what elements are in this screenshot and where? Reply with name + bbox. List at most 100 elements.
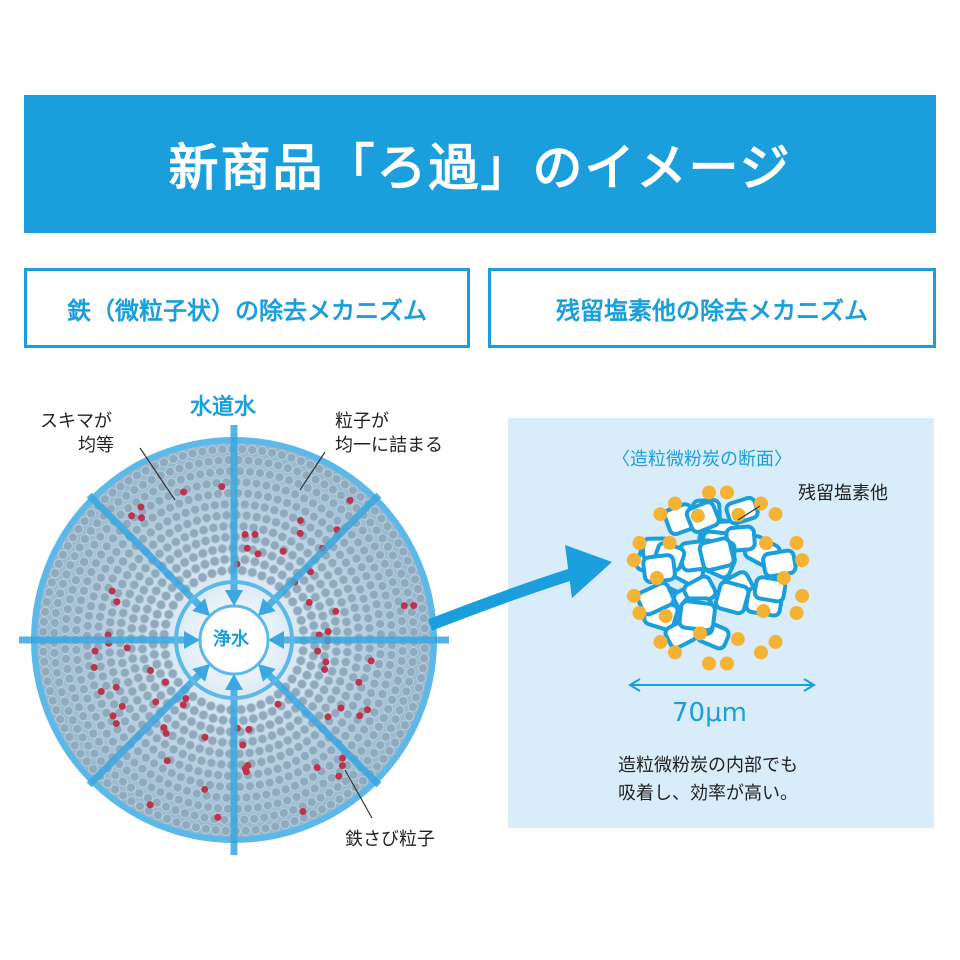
filter-particle [288, 804, 299, 816]
filter-particle [134, 571, 145, 582]
chlorine-particle [758, 536, 773, 551]
filter-particle [375, 618, 386, 630]
filter-particle [148, 486, 159, 497]
filter-particle [270, 821, 281, 832]
filter-particle [126, 795, 137, 807]
filter-particle [310, 474, 321, 485]
filter-particle [194, 777, 206, 789]
filter-particle [273, 689, 284, 700]
filter-particle [180, 507, 191, 518]
filter-particle [295, 556, 306, 567]
filter-particle [127, 686, 138, 697]
filter-particle [243, 455, 254, 466]
filter-particle [259, 559, 270, 571]
filter-particle [352, 691, 363, 702]
filter-particle [73, 524, 84, 535]
filter-particle [85, 600, 97, 612]
carbon-piece [697, 536, 736, 573]
chlorine-particle [795, 588, 810, 603]
filter-particle [237, 444, 248, 455]
filter-particle [166, 582, 178, 593]
filter-particle [174, 759, 185, 770]
filter-particle [310, 592, 321, 603]
filter-particle [95, 756, 107, 767]
filter-particle [246, 702, 257, 713]
rust-particle [160, 724, 168, 732]
rust-particle [179, 701, 187, 709]
filter-particle [44, 685, 56, 697]
filter-particle [107, 736, 119, 747]
filter-particle [264, 777, 275, 788]
filter-particle [406, 564, 417, 576]
filter-particle [210, 533, 221, 544]
filter-particle [387, 550, 399, 561]
filter-particle [353, 642, 364, 653]
filter-particle [64, 594, 76, 605]
filter-particle [282, 463, 293, 474]
filter-particle [259, 812, 270, 823]
filter-particle [104, 647, 115, 658]
filter-particle [329, 656, 340, 667]
filter-particle [42, 676, 53, 687]
filter-particle [348, 672, 359, 683]
filter-particle [129, 579, 140, 591]
filter-particle [64, 673, 75, 684]
filter-particle [49, 617, 60, 628]
filter-particle [385, 723, 397, 734]
filter-particle [160, 649, 171, 660]
filter-particle [364, 623, 375, 634]
filter-particle [72, 654, 83, 666]
filter-particle [142, 793, 154, 804]
filter-particle [314, 710, 325, 721]
filter-particle [243, 488, 254, 499]
rust-particle [118, 702, 126, 710]
filter-particle [311, 487, 322, 498]
filter-particle [151, 585, 162, 596]
filter-particle [160, 801, 172, 812]
rust-pointer [344, 769, 373, 819]
filter-particle [355, 491, 366, 503]
filter-particle [83, 610, 95, 621]
filter-particle [188, 552, 199, 563]
filter-particle [365, 580, 376, 591]
filter-particle [113, 496, 124, 508]
filter-particle [356, 745, 367, 757]
chlorine-particle [653, 507, 668, 522]
filter-particle [95, 720, 107, 731]
arrow-tip [258, 598, 276, 616]
filter-particle [332, 782, 343, 793]
filter-particle [389, 737, 401, 748]
filter-particle [175, 771, 187, 783]
filter-particle [344, 681, 356, 692]
arrow-tip [184, 631, 200, 649]
filter-particle [117, 657, 128, 669]
filter-particle [85, 525, 96, 536]
filter-particle [185, 775, 196, 786]
filter-particle [324, 760, 335, 771]
filter-particle [52, 598, 63, 609]
filter-particle [125, 782, 137, 793]
filter-particle [221, 792, 232, 803]
filter-particle [380, 731, 391, 742]
filter-particle [61, 613, 72, 625]
filter-particle [396, 655, 407, 667]
filter-particle [418, 613, 429, 624]
filter-particle [195, 469, 206, 480]
filter-particle [292, 466, 303, 477]
filter-particle [334, 794, 345, 805]
rust-particle [97, 687, 105, 695]
filter-particle [140, 465, 151, 476]
filter-particle [111, 546, 122, 557]
filter-particle [142, 603, 153, 615]
filter-particle [364, 553, 375, 564]
filter-particle [162, 813, 173, 825]
filter-particle [85, 508, 97, 519]
filter-particle [287, 512, 299, 523]
filter-particle [336, 717, 348, 728]
filter-particle [417, 603, 428, 614]
rust-particle [346, 496, 354, 504]
filter-particle [250, 824, 261, 835]
inflow-label: 水道水 [190, 395, 257, 420]
filter-particle [40, 666, 51, 677]
filter-particle [214, 747, 225, 759]
